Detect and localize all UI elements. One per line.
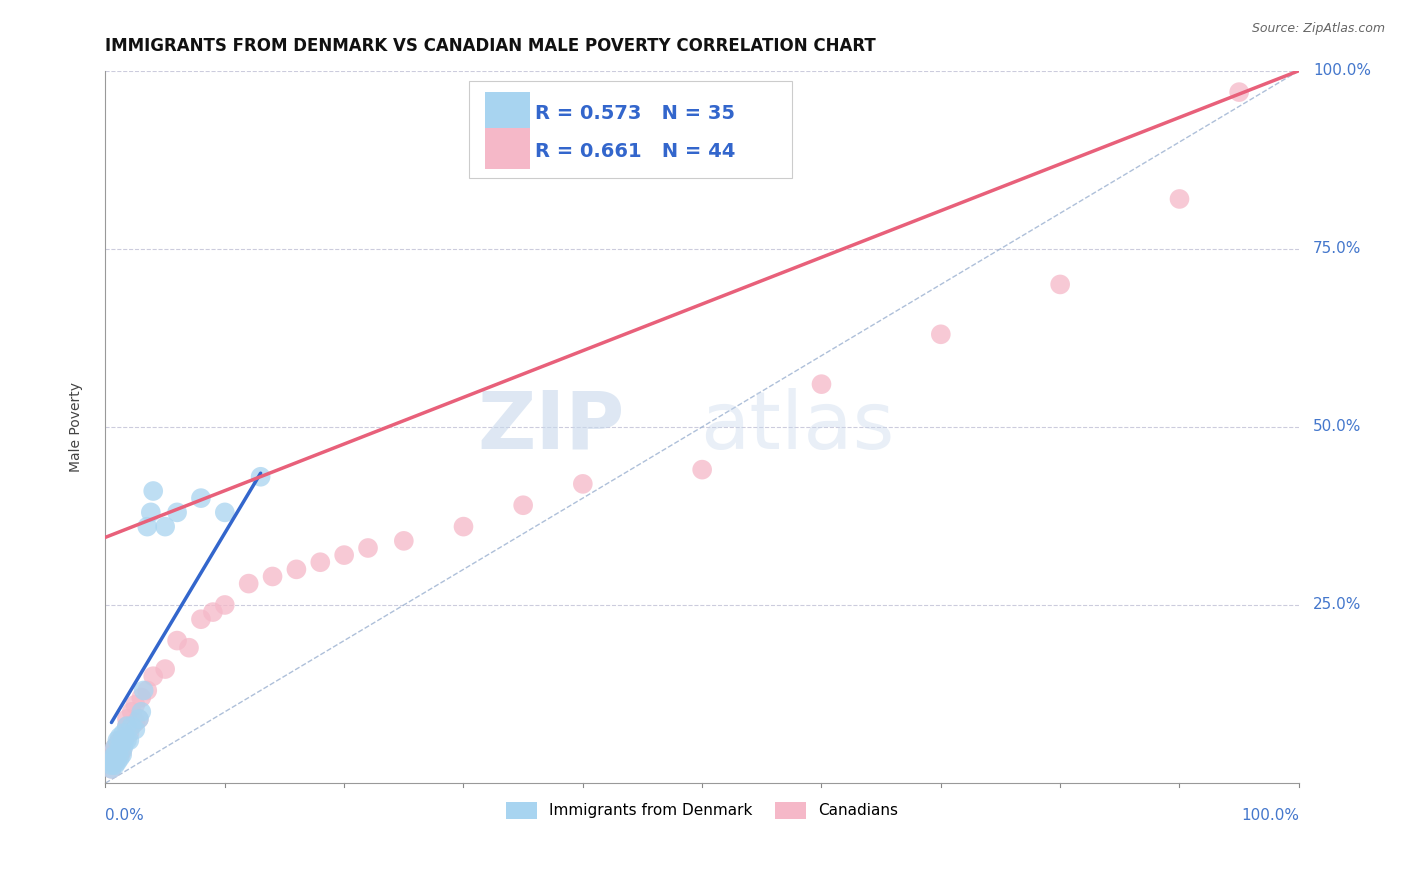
Point [132, 683, 155, 698]
Point [107, 755, 129, 769]
Point [249, 469, 271, 483]
Text: Source: ZipAtlas.com: Source: ZipAtlas.com [1251, 22, 1385, 36]
Point [108, 747, 131, 762]
Point [153, 519, 176, 533]
Point [107, 737, 129, 751]
Point [136, 519, 159, 533]
Text: 0.0%: 0.0% [105, 808, 145, 823]
Point [115, 719, 138, 733]
Point [118, 733, 141, 747]
Point [121, 705, 143, 719]
Text: atlas: atlas [700, 388, 894, 466]
Text: 50.0%: 50.0% [1313, 419, 1361, 434]
Point [153, 662, 176, 676]
Point [453, 519, 475, 533]
Point [333, 548, 356, 562]
Point [114, 733, 136, 747]
Point [115, 719, 138, 733]
Point [107, 733, 129, 747]
Point [572, 476, 595, 491]
Point [115, 712, 138, 726]
Point [1049, 277, 1071, 292]
Text: Male Poverty: Male Poverty [69, 382, 83, 472]
Point [142, 483, 165, 498]
Point [1227, 85, 1250, 99]
Point [238, 576, 260, 591]
Point [1168, 192, 1191, 206]
Text: 100.0%: 100.0% [1313, 63, 1371, 78]
Point [690, 462, 713, 476]
Point [104, 755, 127, 769]
Point [108, 733, 131, 747]
Point [104, 740, 127, 755]
Point [190, 491, 212, 505]
Point [107, 747, 129, 762]
Point [100, 762, 122, 776]
Point [121, 719, 143, 733]
Point [118, 726, 141, 740]
Point [128, 712, 150, 726]
Point [100, 758, 122, 772]
Point [214, 505, 236, 519]
Point [112, 740, 135, 755]
FancyBboxPatch shape [470, 81, 792, 178]
Point [112, 726, 135, 740]
Point [100, 755, 122, 769]
Point [201, 605, 224, 619]
Point [124, 723, 146, 737]
Text: 25.0%: 25.0% [1313, 598, 1361, 613]
Point [357, 541, 380, 555]
Point [104, 747, 127, 762]
Point [128, 712, 150, 726]
Text: R = 0.573   N = 35: R = 0.573 N = 35 [536, 104, 735, 123]
Point [129, 690, 152, 705]
Point [309, 555, 332, 569]
Point [111, 747, 134, 762]
Point [100, 751, 122, 765]
Point [124, 715, 146, 730]
Point [139, 505, 162, 519]
Point [512, 498, 534, 512]
Point [129, 705, 152, 719]
Point [104, 758, 127, 772]
Point [104, 740, 127, 755]
Point [100, 762, 122, 776]
Point [104, 755, 127, 769]
Point [214, 598, 236, 612]
Point [136, 683, 159, 698]
Point [190, 612, 212, 626]
Point [124, 698, 146, 712]
Point [262, 569, 284, 583]
Point [107, 751, 129, 765]
Point [929, 327, 952, 342]
Point [115, 733, 138, 747]
FancyBboxPatch shape [485, 128, 530, 169]
Point [100, 747, 122, 762]
Point [810, 377, 832, 392]
FancyBboxPatch shape [485, 92, 530, 134]
Point [111, 733, 134, 747]
Point [142, 669, 165, 683]
Point [285, 562, 308, 576]
Text: 75.0%: 75.0% [1313, 242, 1361, 256]
Point [112, 733, 135, 747]
Text: ZIP: ZIP [478, 388, 624, 466]
Point [100, 755, 122, 769]
Text: R = 0.661   N = 44: R = 0.661 N = 44 [536, 142, 735, 161]
Point [108, 730, 131, 744]
Text: 100.0%: 100.0% [1241, 808, 1299, 823]
Point [166, 633, 188, 648]
Point [392, 533, 415, 548]
Point [111, 744, 134, 758]
Point [114, 730, 136, 744]
Point [108, 740, 131, 755]
Legend: Immigrants from Denmark, Canadians: Immigrants from Denmark, Canadians [501, 796, 904, 825]
Point [108, 751, 131, 765]
Point [166, 505, 188, 519]
Point [177, 640, 200, 655]
Text: IMMIGRANTS FROM DENMARK VS CANADIAN MALE POVERTY CORRELATION CHART: IMMIGRANTS FROM DENMARK VS CANADIAN MALE… [105, 37, 876, 55]
